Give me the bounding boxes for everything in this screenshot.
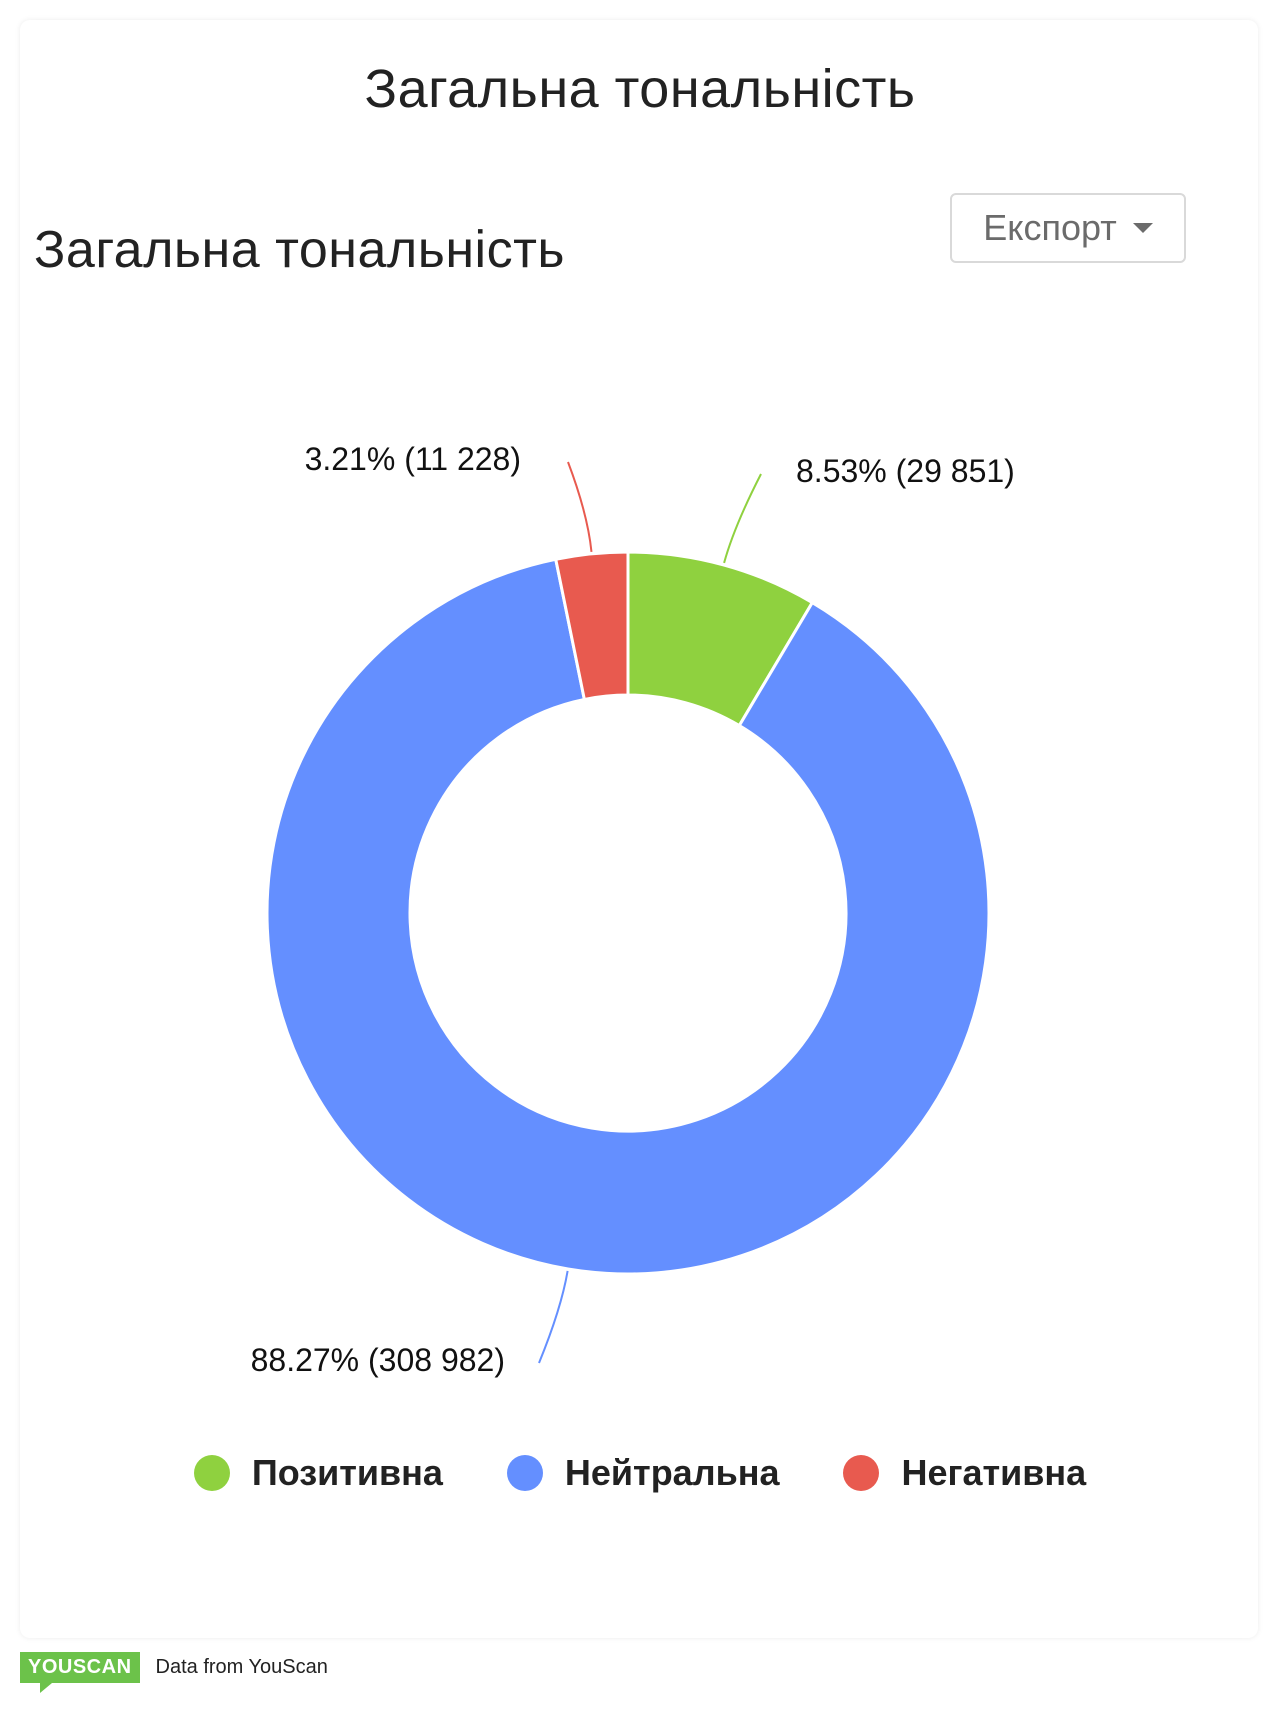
widget-card (20, 20, 1258, 1638)
page-title: Загальна тональність (364, 59, 916, 119)
legend-item-negative[interactable]: Негативна (843, 1452, 1086, 1494)
legend-label-negative: Негативна (901, 1452, 1087, 1493)
legend-marker-neutral (506, 1455, 543, 1491)
chevron-down-icon (1132, 223, 1153, 233)
legend-marker-positive (193, 1455, 230, 1491)
legend-item-neutral[interactable]: Нейтральна (506, 1452, 780, 1494)
leader-line-negative (567, 461, 593, 552)
chart-legend: Позитивна Нейтральна Негативна (0, 1452, 1280, 1494)
data-label-negative: 3.21% (11 228) (305, 441, 521, 477)
data-label-neutral: 88.27% (308 982) (251, 1342, 505, 1378)
footer: YOUSCAN Data from YouScan (20, 1652, 328, 1693)
youscan-logo: YOUSCAN (20, 1652, 140, 1693)
donut-slice-negative[interactable] (553, 550, 630, 702)
legend-label-neutral: Нейтральна (564, 1452, 780, 1493)
leader-line-positive (723, 473, 762, 564)
widget-title: Загальна тональність (34, 221, 565, 279)
leader-line-neutral (538, 1270, 569, 1364)
donut-slice-neutral[interactable] (265, 557, 991, 1276)
legend-marker-negative (843, 1455, 880, 1491)
export-button-label: Експорт (983, 207, 1117, 248)
legend-item-positive[interactable]: Позитивна (193, 1452, 443, 1494)
footer-text: Data from YouScan (155, 1656, 328, 1678)
export-button[interactable]: Експорт (950, 193, 1186, 263)
data-label-positive: 8.53% (29 851) (796, 453, 1015, 489)
legend-label-positive: Позитивна (251, 1452, 443, 1493)
